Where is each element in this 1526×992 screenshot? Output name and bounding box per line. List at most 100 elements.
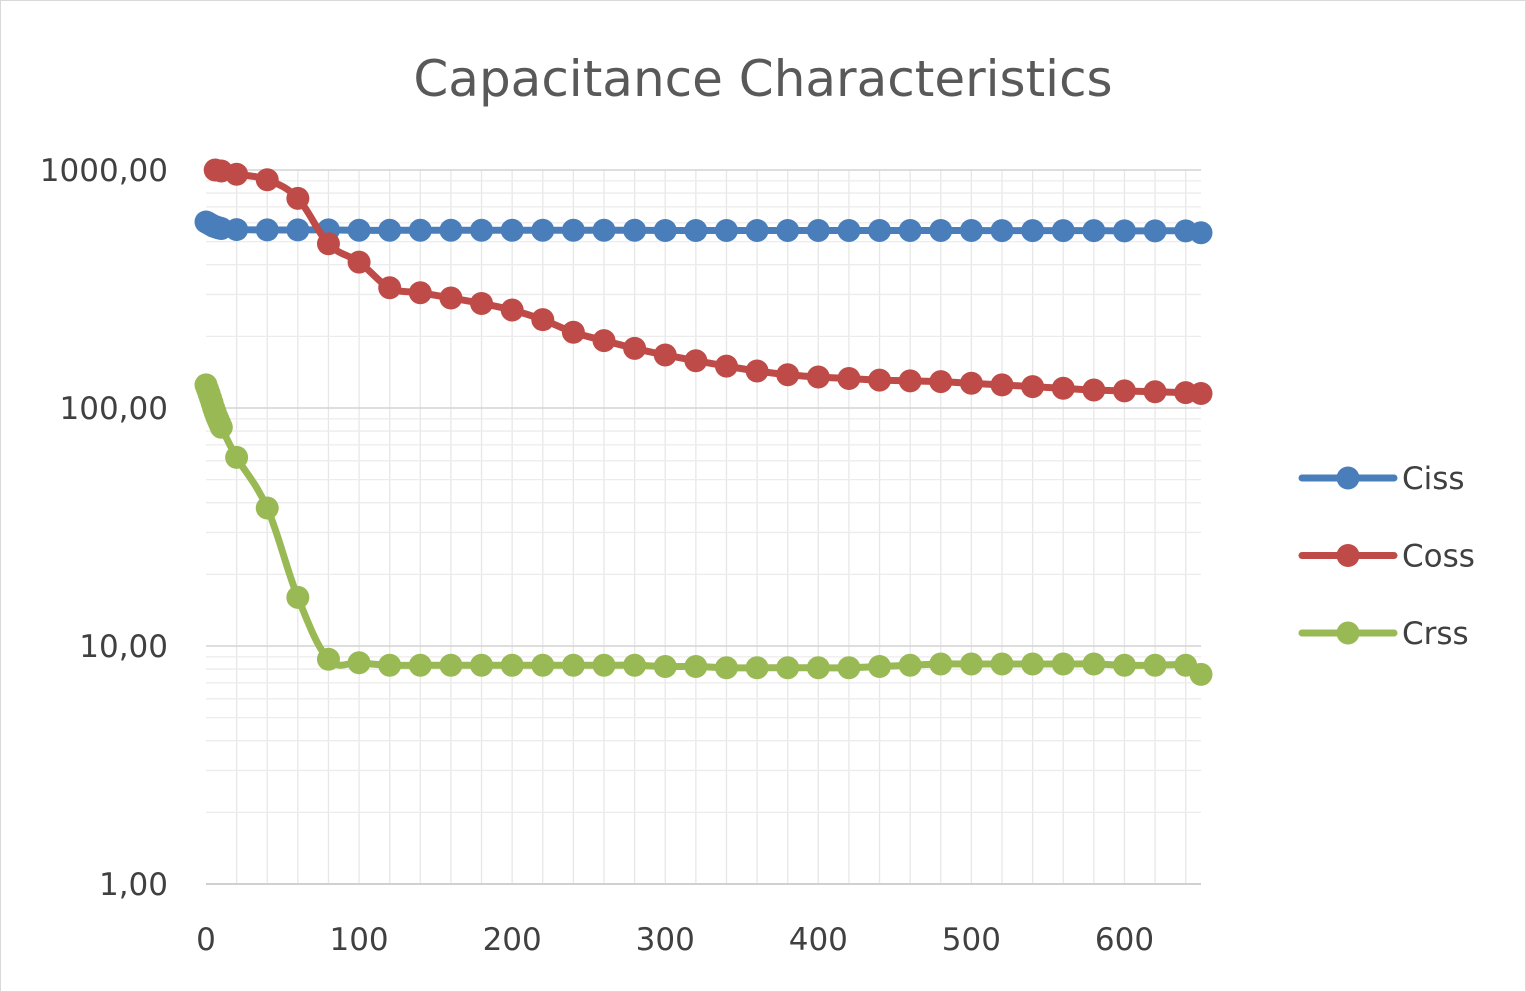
data-point-crss bbox=[470, 653, 494, 677]
data-point-crss bbox=[990, 652, 1014, 676]
data-point-crss bbox=[408, 653, 432, 677]
data-point-ciss bbox=[1143, 219, 1167, 243]
data-point-coss bbox=[592, 329, 616, 353]
data-point-ciss bbox=[561, 218, 585, 242]
axis-layer: 0 100 200 300 400 500 600 1,00 10,00 100,00 1000,0… bbox=[40, 153, 1201, 958]
data-point-coss bbox=[561, 320, 585, 344]
data-point-crss bbox=[1051, 652, 1075, 676]
data-point-coss bbox=[776, 363, 800, 387]
data-point-crss bbox=[561, 653, 585, 677]
x-tick-label: 300 bbox=[636, 922, 695, 958]
data-point-coss bbox=[653, 343, 677, 367]
data-point-crss bbox=[531, 653, 555, 677]
data-point-coss bbox=[1112, 379, 1136, 403]
data-point-coss bbox=[898, 369, 922, 393]
data-point-ciss bbox=[531, 218, 555, 242]
data-point-ciss bbox=[990, 219, 1014, 243]
chart-title: Capacitance Characteristics bbox=[413, 50, 1112, 108]
x-tick-label: 600 bbox=[1095, 922, 1154, 958]
data-point-coss bbox=[1021, 375, 1045, 399]
data-point-crss bbox=[1021, 652, 1045, 676]
data-point-coss bbox=[684, 349, 708, 373]
data-point-ciss bbox=[255, 218, 279, 242]
data-point-coss bbox=[990, 373, 1014, 397]
data-point-ciss bbox=[286, 218, 310, 242]
x-tick-label: 100 bbox=[329, 922, 388, 958]
y-tick-label: 10,00 bbox=[79, 629, 168, 665]
data-point-ciss bbox=[837, 218, 861, 242]
data-point-coss bbox=[1051, 376, 1075, 400]
data-point-coss bbox=[225, 162, 249, 186]
data-point-crss bbox=[929, 652, 953, 676]
y-tick-label: 100,00 bbox=[60, 391, 168, 427]
data-point-crss bbox=[378, 653, 402, 677]
data-point-crss bbox=[1082, 652, 1106, 676]
data-point-crss bbox=[439, 653, 463, 677]
data-point-ciss bbox=[776, 218, 800, 242]
data-point-ciss bbox=[959, 218, 983, 242]
data-point-coss bbox=[378, 276, 402, 300]
data-point-coss bbox=[1189, 382, 1213, 406]
data-point-ciss bbox=[868, 218, 892, 242]
legend: Ciss Coss Crss bbox=[1298, 461, 1475, 652]
data-point-coss bbox=[439, 286, 463, 310]
legend-marker bbox=[1336, 544, 1360, 567]
data-point-crss bbox=[592, 653, 616, 677]
y-tick-label: 1,00 bbox=[99, 867, 168, 903]
data-point-coss bbox=[929, 370, 953, 394]
y-tick-label: 1000,00 bbox=[40, 153, 168, 189]
data-point-coss bbox=[623, 336, 647, 360]
data-point-coss bbox=[959, 371, 983, 395]
data-point-ciss bbox=[408, 218, 432, 242]
legend-label: Ciss bbox=[1402, 461, 1465, 497]
series-crss bbox=[194, 373, 1213, 686]
data-point-crss bbox=[347, 651, 371, 675]
data-point-ciss bbox=[684, 218, 708, 242]
data-point-ciss bbox=[653, 218, 677, 242]
data-point-coss bbox=[286, 186, 310, 210]
data-point-ciss bbox=[1021, 219, 1045, 243]
x-tick-label: 400 bbox=[789, 922, 848, 958]
data-point-crss bbox=[500, 653, 524, 677]
x-tick-label: 200 bbox=[483, 922, 542, 958]
data-point-crss bbox=[898, 653, 922, 677]
data-point-ciss bbox=[1051, 219, 1075, 243]
data-point-ciss bbox=[439, 218, 463, 242]
data-point-crss bbox=[837, 656, 861, 680]
data-point-ciss bbox=[592, 218, 616, 242]
data-point-coss bbox=[316, 232, 340, 256]
data-point-ciss bbox=[1189, 221, 1213, 245]
data-point-crss bbox=[684, 655, 708, 679]
data-point-coss bbox=[837, 367, 861, 391]
legend-item-crss: Crss bbox=[1298, 616, 1469, 652]
data-point-coss bbox=[470, 291, 494, 315]
x-tick-label: 0 bbox=[196, 922, 216, 958]
legend-marker bbox=[1336, 621, 1360, 645]
legend-marker bbox=[1336, 466, 1360, 490]
data-point-ciss bbox=[714, 218, 738, 242]
data-point-crss bbox=[1112, 653, 1136, 677]
legend-label: Crss bbox=[1402, 616, 1469, 652]
data-point-crss bbox=[255, 496, 279, 520]
series-coss bbox=[203, 158, 1213, 406]
data-point-crss bbox=[1189, 662, 1213, 686]
data-point-crss bbox=[776, 656, 800, 680]
data-point-coss bbox=[500, 298, 524, 322]
data-point-coss bbox=[408, 281, 432, 305]
data-point-coss bbox=[1143, 380, 1167, 404]
data-point-crss bbox=[806, 656, 830, 680]
data-point-coss bbox=[714, 354, 738, 378]
data-point-crss bbox=[209, 415, 233, 439]
data-point-ciss bbox=[1112, 219, 1136, 243]
data-point-crss bbox=[316, 647, 340, 671]
data-point-coss bbox=[347, 250, 371, 274]
legend-item-ciss: Ciss bbox=[1298, 461, 1465, 497]
data-point-coss bbox=[806, 365, 830, 389]
data-point-crss bbox=[959, 652, 983, 676]
data-point-crss bbox=[225, 445, 249, 469]
data-point-ciss bbox=[500, 218, 524, 242]
data-point-ciss bbox=[745, 218, 769, 242]
series-ciss bbox=[194, 210, 1213, 245]
